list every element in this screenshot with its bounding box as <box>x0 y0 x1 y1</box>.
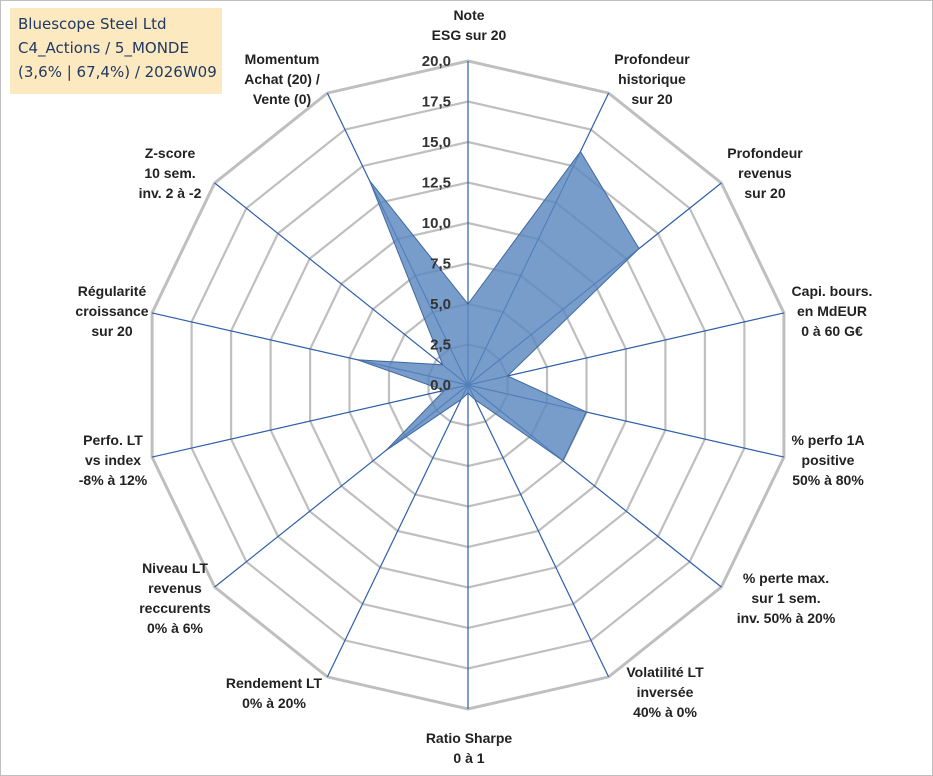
axis-spoke <box>214 182 469 386</box>
axis-spoke <box>467 312 785 386</box>
portfolio-category: C4_Actions / 5_MONDE <box>18 39 189 57</box>
axis-label: Z-score 10 sem. inv. 2 à -2 <box>139 145 202 201</box>
score-week: (3,6% | 67,4%) / 2026W09 <box>18 63 217 81</box>
axis-label: Note ESG sur 20 <box>432 7 507 43</box>
tick-label: 7,5 <box>430 256 451 273</box>
axis-spoke <box>151 384 469 458</box>
tick-label: 12,5 <box>422 175 451 192</box>
radar-series <box>357 150 640 462</box>
info-box: Bluescope Steel Ltd C4_Actions / 5_MONDE… <box>10 8 222 94</box>
axis-labels: Note ESG sur 20 Profondeur historique sur 20… <box>75 7 872 766</box>
axis-label: Volatilité LT inversée 40% à 0% <box>626 664 704 720</box>
axis-label: % perfo 1A positive 50% à 80% <box>791 432 864 488</box>
tick-label: 10,0 <box>422 215 451 232</box>
axis-label: Régularité croissance sur 20 <box>75 283 148 339</box>
series-area <box>357 150 640 462</box>
tick-label: 20,0 <box>422 53 451 70</box>
axis-label: Profondeur historique sur 20 <box>614 51 690 107</box>
axis-label: Niveau LT revenus reccurents 0% à 6% <box>139 560 211 636</box>
company-name: Bluescope Steel Ltd <box>18 15 167 33</box>
radial-tick-labels: 0,0 2,5 5,0 7,5 10,0 12,5 15,0 17,5 20,0 <box>422 53 451 394</box>
axis-label: Profondeur revenus sur 20 <box>727 145 803 201</box>
tick-label: 15,0 <box>422 134 451 151</box>
tick-label: 0,0 <box>430 377 451 394</box>
tick-label: 2,5 <box>430 337 451 354</box>
axis-label: Rendement LT 0% à 20% <box>226 675 323 711</box>
axis-spoke <box>326 384 469 678</box>
tick-label: 5,0 <box>430 296 451 313</box>
axis-spoke <box>467 384 610 678</box>
axis-label: Momentum Achat (20) / Vente (0) <box>244 51 320 107</box>
axis-label: Perfo. LT vs index -8% à 12% <box>79 432 148 488</box>
axis-label: Ratio Sharpe 0 à 1 <box>426 730 513 766</box>
axis-label: Capi. bours. en MdEUR 0 à 60 G€ <box>792 283 873 339</box>
axis-label: % perte max. sur 1 sem. inv. 50% à 20% <box>737 570 836 626</box>
tick-label: 17,5 <box>422 94 451 111</box>
